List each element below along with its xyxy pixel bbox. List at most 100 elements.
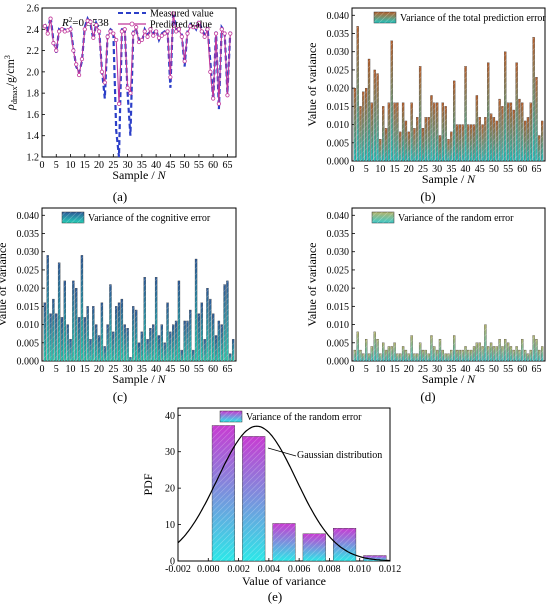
bar-hatch: [430, 95, 433, 161]
bar-hatch: [393, 342, 396, 361]
bar-hatch: [55, 313, 58, 361]
x-tick-label: 0.002: [227, 564, 250, 575]
x-tick-label: 25: [418, 364, 428, 375]
x-tick-label: 60: [517, 364, 527, 375]
caption-d: (d): [420, 389, 435, 404]
data-point: [228, 31, 233, 36]
bar-hatch: [399, 131, 402, 161]
y-tick-label: 1.4: [27, 131, 40, 142]
x-axis-label: Sample / N: [112, 168, 166, 182]
panel-a: 0 5 10 15 20 25 30 35 40 45 50 55 60 65 1.2 1.4 1.6 1.8 2.…: [3, 4, 237, 182]
legend-label: Measured value: [150, 9, 214, 20]
data-point: [193, 25, 199, 30]
bar-hatch: [473, 346, 476, 361]
legend-label: Variance of the total prediction error: [400, 13, 546, 24]
y-tick-label: 1.8: [27, 89, 40, 100]
x-tick-label: 0: [40, 364, 45, 375]
data-point: [99, 69, 105, 74]
x-tick-label: 60: [208, 364, 218, 375]
bar-hatch: [189, 310, 192, 361]
bar-hatch: [427, 353, 430, 361]
data-point: [179, 34, 184, 39]
bar-hatch: [140, 331, 143, 361]
bar-hatch: [49, 313, 52, 361]
bar-hatch: [226, 280, 229, 361]
data-point: [54, 48, 59, 53]
data-point: [168, 75, 173, 80]
panel-b: 0 5 10 15 20 25 30 35 40 45 50 55 60 65 0.000 0.005 0.01…: [305, 7, 546, 186]
data-point: [162, 31, 167, 36]
bar-hatch: [63, 280, 66, 361]
bar-hatch: [186, 320, 189, 361]
bar-hatch: [458, 124, 461, 161]
x-tick-label: 10: [66, 160, 76, 171]
bar-hatch: [132, 306, 135, 361]
x-tick-label: 50: [489, 164, 499, 175]
bar-hatch: [529, 350, 532, 361]
x-tick-label: 15: [80, 364, 90, 375]
bar-hatch: [152, 324, 155, 361]
bar-hatch: [478, 117, 481, 161]
bar-hatch: [157, 335, 160, 361]
x-tick-label: 10: [375, 164, 385, 175]
data-point: [82, 27, 87, 32]
data-point: [125, 85, 130, 90]
bar-hatch: [100, 302, 103, 361]
bar-hatch: [450, 131, 453, 161]
bar-hatch: [447, 353, 450, 361]
bar-hatch: [396, 102, 399, 161]
histogram-bar-hatch: [272, 523, 296, 561]
y-axis-label: Value of variance: [0, 243, 9, 327]
bar-hatch: [498, 99, 501, 161]
bar-hatch: [209, 299, 212, 361]
bar-hatch: [436, 102, 439, 161]
legend-label: Variance of the random error: [398, 213, 514, 224]
y-tick-label: 0.010: [327, 320, 350, 331]
bar-hatch: [362, 353, 365, 361]
bar-hatch: [169, 331, 172, 361]
x-tick-label: 30: [123, 364, 133, 375]
bar-hatch: [518, 350, 521, 361]
bar-hatch: [526, 117, 529, 161]
y-tick-label: 0: [170, 557, 175, 568]
x-tick-label: 20: [94, 160, 104, 171]
bar-hatch: [541, 346, 544, 361]
data-point: [88, 19, 93, 24]
bar-hatch: [484, 324, 487, 361]
bar-hatch: [490, 342, 493, 361]
bar-hatch: [80, 255, 83, 361]
y-tick-label: 2.4: [27, 25, 40, 36]
bar-hatch: [89, 339, 92, 361]
bar-hatch: [444, 353, 447, 361]
y-tick-label: 2.2: [27, 46, 40, 57]
bar-hatch: [481, 124, 484, 161]
x-tick-label: 55: [194, 364, 204, 375]
legend-marker: [129, 21, 135, 27]
bar-hatch: [521, 102, 524, 161]
x-tick-label: 35: [137, 160, 147, 171]
y-tick-label: 0.000: [327, 357, 350, 368]
bar-hatch: [487, 346, 490, 361]
legend-label: Predicted value: [150, 20, 212, 31]
data-point: [219, 27, 224, 32]
x-axis-label: Sample / N: [112, 372, 166, 386]
bar-hatch: [433, 346, 436, 361]
legend-swatch-hatch: [372, 212, 394, 223]
y-tick-label: 0.035: [17, 229, 40, 240]
x-tick-label: 5: [364, 164, 369, 175]
x-tick-label: 5: [54, 364, 59, 375]
caption-b: (b): [420, 189, 435, 204]
y-tick-label: 10: [165, 520, 175, 531]
bar-hatch: [353, 88, 356, 161]
bar-hatch: [373, 331, 376, 361]
x-tick-label: 0.008: [318, 564, 341, 575]
bar-hatch: [535, 77, 538, 161]
data-point: [182, 59, 187, 64]
x-tick-label: 15: [390, 364, 400, 375]
bar-hatch: [118, 302, 121, 361]
y-tick-label: 0.005: [17, 338, 40, 349]
y-axis-label: PDF: [141, 473, 155, 495]
bar-hatch: [521, 339, 524, 361]
x-tick-label: 45: [475, 164, 485, 175]
x-tick-label: 40: [151, 160, 161, 171]
